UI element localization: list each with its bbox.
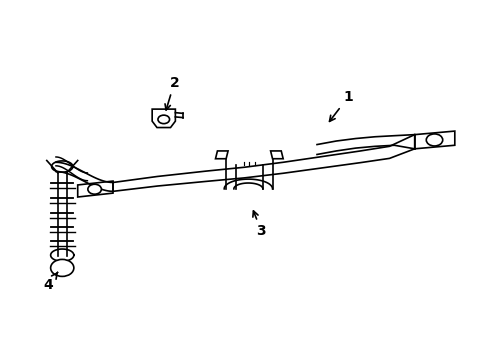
Polygon shape	[270, 151, 283, 159]
Circle shape	[426, 134, 442, 146]
Text: 1: 1	[329, 90, 353, 121]
Circle shape	[158, 115, 169, 123]
Polygon shape	[78, 181, 113, 197]
Polygon shape	[215, 151, 227, 159]
Text: 4: 4	[44, 273, 58, 292]
Polygon shape	[414, 131, 454, 149]
Circle shape	[88, 184, 101, 194]
Text: 3: 3	[252, 211, 265, 238]
Text: 2: 2	[164, 76, 179, 110]
Polygon shape	[152, 109, 175, 127]
Circle shape	[51, 260, 74, 276]
